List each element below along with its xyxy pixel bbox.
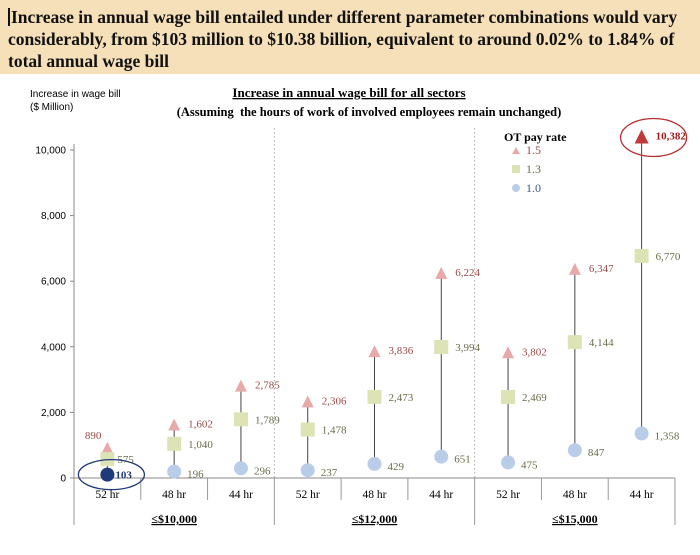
data-point-square-1.3 xyxy=(367,389,382,404)
y-tick-label: 8,000 xyxy=(41,211,66,222)
data-point-square-1.3 xyxy=(634,248,649,263)
data-point-triangle-1.5 xyxy=(301,395,314,408)
x-tick-label: 44 hr xyxy=(229,489,253,501)
y-tick-label: 4,000 xyxy=(41,342,66,353)
legend-marker-1.5 xyxy=(512,147,520,154)
y-tick-label: 0 xyxy=(60,474,66,485)
data-point-triangle-1.5 xyxy=(634,129,649,144)
x-tick-label: 52 hr xyxy=(496,489,520,501)
y-axis-title-line-1: Increase in wage bill xyxy=(30,89,121,100)
chart-subtitle: (Assuming the hours of work of involved … xyxy=(177,105,562,119)
data-label: 296 xyxy=(254,465,271,477)
data-point-circle-1.0 xyxy=(567,443,582,458)
legend-label-1.3: 1.3 xyxy=(526,162,541,176)
data-label: 6,224 xyxy=(455,267,480,279)
data-label: 2,785 xyxy=(255,380,280,392)
data-label: 4,144 xyxy=(589,337,614,349)
data-label: 2,306 xyxy=(322,395,347,407)
data-label: 237 xyxy=(321,467,338,479)
group-label: ≤$10,000 xyxy=(151,512,197,526)
data-label: 3,836 xyxy=(389,345,414,357)
group-label: ≤$12,000 xyxy=(352,512,398,526)
x-tick-label: 48 hr xyxy=(563,489,587,501)
data-label: 1,602 xyxy=(188,418,213,430)
data-label: 1,789 xyxy=(255,414,280,426)
data-label: 1,040 xyxy=(188,439,213,451)
legend: 1.5 1.3 1.0 xyxy=(512,143,541,195)
data-point-circle-1.0 xyxy=(501,455,516,470)
chart-title: Increase in annual wage bill for all sec… xyxy=(232,85,465,100)
data-label: 2,473 xyxy=(389,392,414,404)
data-point-square-1.3 xyxy=(300,422,315,437)
group-label: ≤$15,000 xyxy=(552,512,598,526)
text-cursor xyxy=(8,8,10,26)
y-tick-label: 6,000 xyxy=(41,277,66,288)
legend-marker-1.0 xyxy=(512,184,520,192)
data-point-triangle-1.5 xyxy=(568,262,581,275)
legend-title: OT pay rate xyxy=(504,130,567,144)
data-point-circle-1.0 xyxy=(300,463,315,478)
data-label: 10,382 xyxy=(656,130,687,142)
data-label: 6,770 xyxy=(656,251,681,263)
data-point-square-1.3 xyxy=(501,390,516,405)
data-point-circle-1.0 xyxy=(634,426,649,441)
data-point-square-1.3 xyxy=(434,339,449,354)
data-point-square-1.3 xyxy=(567,335,582,350)
data-label: 6,347 xyxy=(589,263,614,275)
data-point-circle-1.0 xyxy=(167,464,182,479)
data-label: 847 xyxy=(588,447,605,459)
data-point-triangle-1.5 xyxy=(234,379,247,392)
data-point-square-1.3 xyxy=(233,412,248,427)
chart-marks: 890 1,602 2,785 2,306 3,836 6,224 3,802 6,347 10… xyxy=(77,117,688,491)
highlight-ring xyxy=(77,458,146,491)
data-label: 475 xyxy=(521,459,538,471)
data-label: 2,469 xyxy=(522,392,547,404)
highlight-ring xyxy=(619,117,688,158)
data-point-triangle-1.5 xyxy=(502,346,515,359)
data-label: 575 xyxy=(117,454,134,466)
data-point-triangle-1.5 xyxy=(168,418,181,431)
data-label: 890 xyxy=(85,430,102,442)
x-tick-label: 44 hr xyxy=(630,489,654,501)
y-axis-title-line-2: ($ Million) xyxy=(30,102,73,113)
headline-banner: Increase in annual wage bill entailed un… xyxy=(0,0,700,74)
data-label: 651 xyxy=(454,454,471,466)
legend-marker-1.3 xyxy=(512,165,520,173)
data-label: 429 xyxy=(388,461,405,473)
data-point-triangle-1.5 xyxy=(368,345,381,358)
y-tick-label: 2,000 xyxy=(41,408,66,419)
data-point-circle-1.0 xyxy=(434,449,449,464)
data-point-triangle-1.5 xyxy=(435,266,448,279)
legend-label-1.5: 1.5 xyxy=(526,143,541,157)
data-label: 3,994 xyxy=(455,342,480,354)
x-tick-label: 48 hr xyxy=(162,489,186,501)
data-label: 103 xyxy=(115,470,132,482)
y-tick-label: 10,000 xyxy=(35,146,66,157)
data-point-square-1.3 xyxy=(167,436,182,451)
x-tick-label: 48 hr xyxy=(363,489,387,501)
data-point-triangle-1.5 xyxy=(101,441,114,454)
x-tick-label: 44 hr xyxy=(429,489,453,501)
data-point-circle-1.0 xyxy=(367,456,382,471)
x-tick-label: 52 hr xyxy=(95,489,119,501)
legend-label-1.0: 1.0 xyxy=(526,181,541,195)
data-label: 196 xyxy=(187,469,204,481)
axes: 0 2,000 4,000 6,000 8,000 10,000 52 hr 48 hr 44 … xyxy=(35,128,676,526)
data-label: 1,358 xyxy=(655,430,680,442)
data-point-circle-1.0 xyxy=(100,467,115,482)
data-point-circle-1.0 xyxy=(233,461,248,476)
x-tick-label: 52 hr xyxy=(296,489,320,501)
data-label: 3,802 xyxy=(522,346,547,358)
data-label: 1,478 xyxy=(322,425,347,437)
headline-text: Increase in annual wage bill entailed un… xyxy=(8,7,678,71)
